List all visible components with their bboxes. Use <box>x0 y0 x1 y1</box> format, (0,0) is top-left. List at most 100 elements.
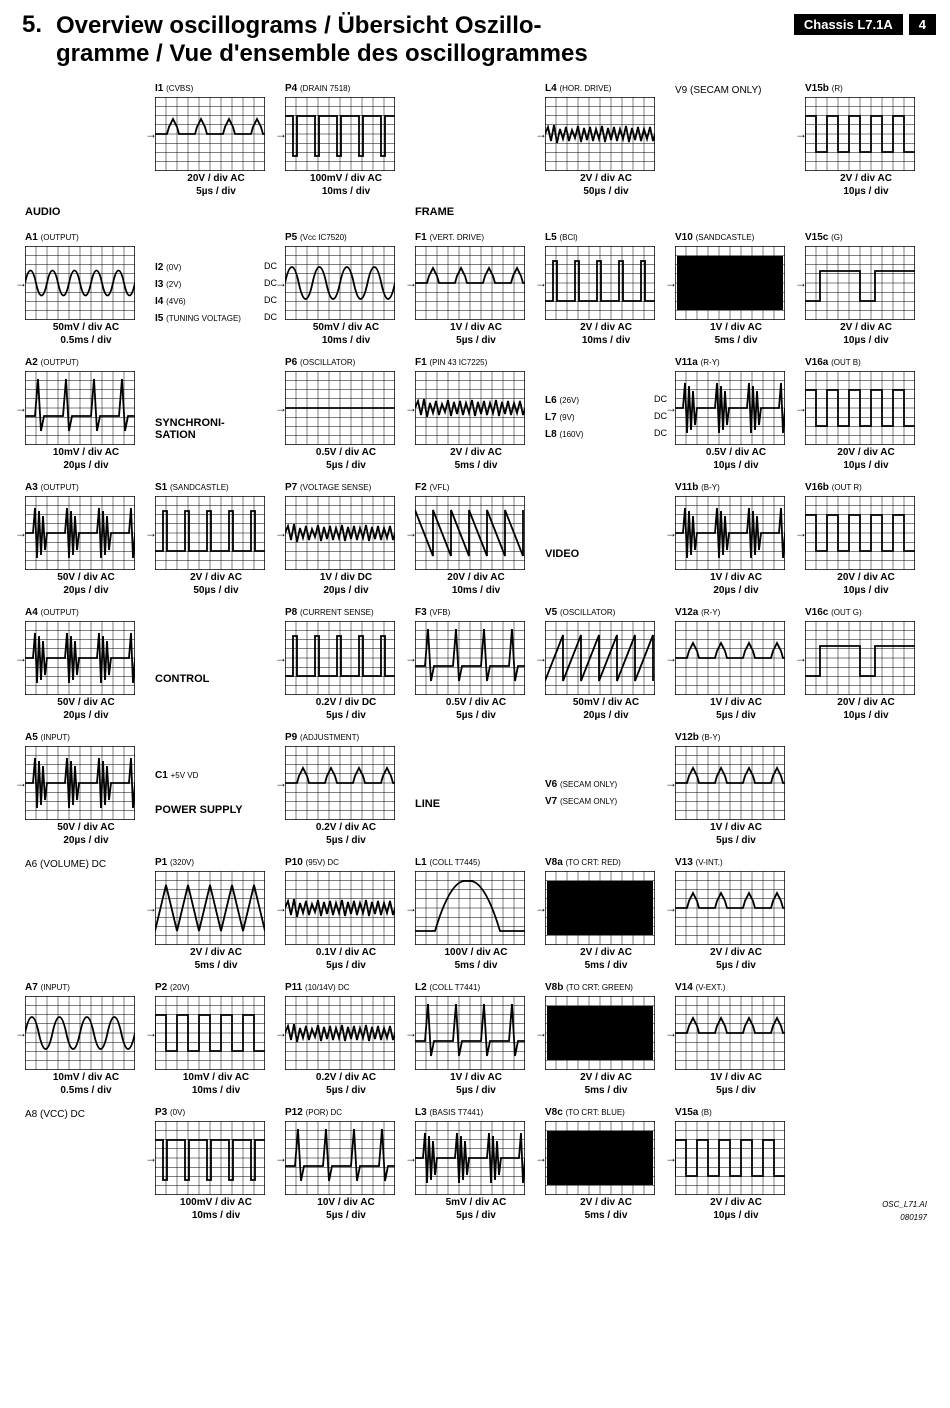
oscillogram-cell: F3 (VFB)→0.5V / div AC5µs / div <box>412 605 540 728</box>
empty-cell <box>282 206 410 228</box>
oscilloscope-icon: → <box>25 496 135 570</box>
oscillogram-label: F3 (VFB) <box>415 607 537 619</box>
oscillogram-specs: 20V / div AC10µs / div <box>805 697 927 722</box>
oscilloscope-icon: → <box>285 746 395 820</box>
oscilloscope-icon: → <box>285 97 395 171</box>
dc-entry: L6 (26V)DC <box>545 394 667 407</box>
oscillogram-cell: V8b (TO CRT: GREEN)→2V / div AC5ms / div <box>542 980 670 1103</box>
dc-entry: V7 (SECAM ONLY) <box>545 795 667 808</box>
oscillogram-specs: 0.1V / div AC5µs / div <box>285 947 407 972</box>
oscillogram-specs: 0.5V / div AC10µs / div <box>675 447 797 472</box>
oscillogram-specs: 50mV / div AC20µs / div <box>545 697 667 722</box>
dc-list: C1 +5V VDPOWER SUPPLY <box>152 730 280 853</box>
oscillogram-cell: V15b (R)→2V / div AC10µs / div <box>802 81 930 204</box>
oscillogram-label: V12a (R-Y) <box>675 607 797 619</box>
oscillogram-cell: A7 (INPUT)→10mV / div AC0.5ms / div <box>22 980 150 1103</box>
trigger-arrow-icon: → <box>15 1027 27 1039</box>
empty-cell <box>802 980 930 1103</box>
trigger-arrow-icon: → <box>795 277 807 289</box>
dc-list: I2 (0V)DCI3 (2V)DCI4 (4V6)DCI5 (TUNING V… <box>152 230 280 353</box>
oscillogram-specs: 2V / div AC5ms / div <box>155 947 277 972</box>
oscillogram-label: V11b (B-Y) <box>675 482 797 494</box>
oscillogram-specs: 100mV / div AC10ms / div <box>155 1197 277 1222</box>
oscillogram-cell: V11a (R-Y) →0.5V / div AC10µs / div <box>672 355 800 478</box>
section-heading: CONTROL <box>152 605 280 728</box>
oscillogram-cell: P9 (ADJUSTMENT)→0.2V / div AC5µs / div <box>282 730 410 853</box>
trigger-arrow-icon: → <box>665 1152 677 1164</box>
oscilloscope-icon: → <box>155 871 265 945</box>
oscillogram-label: L4 (HOR. DRIVE) <box>545 83 667 95</box>
oscilloscope-icon: → <box>155 97 265 171</box>
section-heading: LINE <box>412 730 540 853</box>
trigger-arrow-icon: → <box>535 652 547 664</box>
oscillogram-cell: P11 (10/14V) DC→0.2V / div AC5µs / div <box>282 980 410 1103</box>
oscillogram-label: V15a (B) <box>675 1107 797 1119</box>
oscillogram-specs: 0.2V / div AC5µs / div <box>285 1072 407 1097</box>
oscillogram-cell: V16b (OUT R)→20V / div AC10µs / div <box>802 480 930 603</box>
oscillogram-label: P1 (320V) <box>155 857 277 869</box>
oscillogram-label: V8a (TO CRT: RED) <box>545 857 667 869</box>
oscilloscope-icon: → <box>545 1121 655 1195</box>
oscillogram-label: I1 (CVBS) <box>155 83 277 95</box>
trigger-arrow-icon: → <box>535 902 547 914</box>
oscillogram-cell: V15a (B) →2V / div AC10µs / div <box>672 1105 800 1228</box>
trigger-arrow-icon: → <box>145 527 157 539</box>
oscilloscope-icon: → <box>805 371 915 445</box>
trigger-arrow-icon: → <box>665 777 677 789</box>
oscillogram-label: P2 (20V) <box>155 982 277 994</box>
oscilloscope-icon: → <box>675 1121 785 1195</box>
oscilloscope-icon: → <box>675 496 785 570</box>
oscillogram-specs: 1V / div AC5µs / div <box>415 1072 537 1097</box>
header-badges: Chassis L7.1A 4 <box>794 14 936 35</box>
oscilloscope-icon: → <box>415 371 525 445</box>
oscillogram-specs: 100V / div AC5ms / div <box>415 947 537 972</box>
page-header: 5. Overview oscillograms / Übersicht Osz… <box>22 12 936 67</box>
oscillogram-cell: L3 (BASIS T7441)→5mV / div AC5µs / div <box>412 1105 540 1228</box>
oscillogram-cell: A4 (OUTPUT)→50V / div AC20µs / div <box>22 605 150 728</box>
oscilloscope-icon: → <box>545 246 655 320</box>
oscilloscope-icon: → <box>675 996 785 1070</box>
section-heading: SYNCHRONI-SATION <box>152 355 280 478</box>
oscillogram-label: L2 (COLL T7441) <box>415 982 537 994</box>
oscillogram-specs: 10mV / div AC10ms / div <box>155 1072 277 1097</box>
oscillogram-cell: V14 (V-EXT.)→1V / div AC5µs / div <box>672 980 800 1103</box>
oscillogram-cell: P7 (VOLTAGE SENSE)→1V / div DC20µs / div <box>282 480 410 603</box>
trigger-arrow-icon: → <box>275 128 287 140</box>
trigger-arrow-icon: → <box>15 402 27 414</box>
trigger-arrow-icon: → <box>275 777 287 789</box>
oscillogram-cell: L1 (COLL T7445)→100V / div AC5ms / div <box>412 855 540 978</box>
oscillogram-label: V16c (OUT G) <box>805 607 927 619</box>
oscillogram-label: V14 (V-EXT.) <box>675 982 797 994</box>
oscillogram-specs: 0.5V / div AC5µs / div <box>415 697 537 722</box>
oscillogram-label: P5 (Vcc IC7520) <box>285 232 407 244</box>
oscillogram-label: L1 (COLL T7445) <box>415 857 537 869</box>
oscillogram-specs: 2V / div AC10µs / div <box>675 1197 797 1222</box>
trigger-arrow-icon: → <box>665 527 677 539</box>
oscillogram-specs: 20V / div AC10ms / div <box>415 572 537 597</box>
oscillogram-label: V12b (B-Y) <box>675 732 797 744</box>
oscillogram-cell: P8 (CURRENT SENSE)→0.2V / div DC5µs / di… <box>282 605 410 728</box>
oscillogram-specs: 1V / div AC20µs / div <box>675 572 797 597</box>
oscillogram-specs: 0.2V / div DC5µs / div <box>285 697 407 722</box>
trigger-arrow-icon: → <box>15 527 27 539</box>
oscillogram-label: F1 (VERT. DRIVE) <box>415 232 537 244</box>
oscillogram-cell: P6 (OSCILLATOR)→0.5V / div AC5µs / div <box>282 355 410 478</box>
oscillogram-label: V11a (R-Y) <box>675 357 797 369</box>
oscillogram-cell: V10 (SANDCASTLE)→1V / div AC5ms / div <box>672 230 800 353</box>
oscilloscope-icon: → <box>25 996 135 1070</box>
text-label-cell: V9 (SECAM ONLY) <box>672 81 800 204</box>
dc-list: V6 (SECAM ONLY)V7 (SECAM ONLY) <box>542 730 670 853</box>
oscillogram-cell: F2 (VFL)→20V / div AC10ms / div <box>412 480 540 603</box>
oscilloscope-icon: → <box>545 621 655 695</box>
oscillogram-specs: 10mV / div AC20µs / div <box>25 447 147 472</box>
trigger-arrow-icon: → <box>275 277 287 289</box>
oscilloscope-icon: → <box>675 371 785 445</box>
oscillogram-specs: 50V / div AC20µs / div <box>25 572 147 597</box>
oscillogram-cell: V8a (TO CRT: RED)→2V / div AC5ms / div <box>542 855 670 978</box>
oscillogram-cell: V8c (TO CRT: BLUE)→2V / div AC5ms / div <box>542 1105 670 1228</box>
oscilloscope-icon: → <box>415 1121 525 1195</box>
trigger-arrow-icon: → <box>405 902 417 914</box>
trigger-arrow-icon: → <box>665 277 677 289</box>
oscillogram-label: V5 (OSCILLATOR) <box>545 607 667 619</box>
trigger-arrow-icon: → <box>275 902 287 914</box>
